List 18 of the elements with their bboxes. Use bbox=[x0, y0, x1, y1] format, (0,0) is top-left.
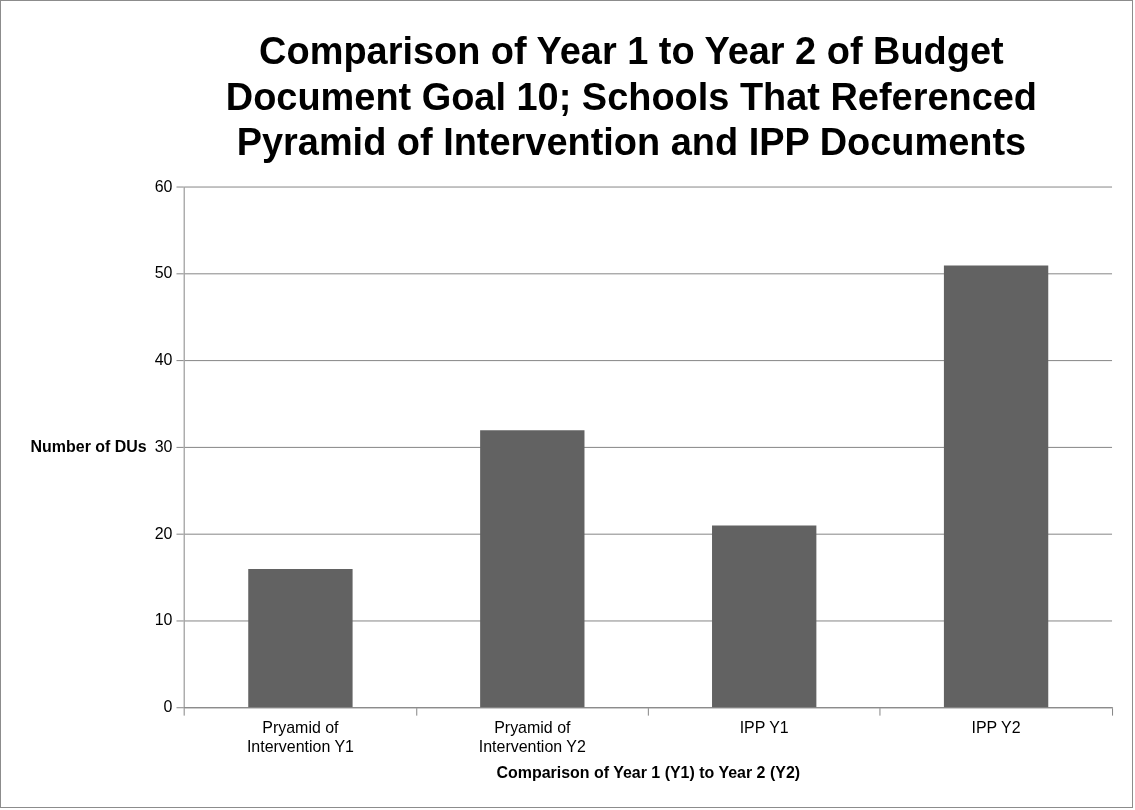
x-tick-label: IPP Y1 bbox=[739, 718, 789, 736]
x-axis-title: Comparison of Year 1 (Y1) to Year 2 (Y2) bbox=[496, 763, 801, 781]
bar bbox=[248, 568, 353, 708]
y-tick-label: 10 bbox=[154, 611, 173, 629]
bar bbox=[480, 430, 585, 708]
y-axis-title: Number of DUs bbox=[30, 437, 147, 455]
x-tick-label: IPP Y2 bbox=[971, 718, 1021, 736]
chart-title: Comparison of Year 1 to Year 2 of Budget Document Goal 10; Schools That Referenced Pyramid of Intervention and IPP Documents bbox=[225, 30, 1038, 164]
y-tick-label: 40 bbox=[154, 351, 173, 369]
x-tick-label: Pryamid of Intervention Y2 bbox=[478, 718, 586, 755]
bar bbox=[943, 265, 1049, 708]
y-tick-label: 0 bbox=[163, 698, 173, 716]
y-tick-label: 60 bbox=[154, 177, 173, 195]
y-tick-label: 20 bbox=[154, 524, 173, 542]
bar bbox=[712, 525, 817, 708]
y-tick-label: 30 bbox=[154, 437, 173, 455]
x-tick-label: Pryamid of Intervention Y1 bbox=[246, 718, 355, 755]
y-tick-label: 50 bbox=[154, 264, 173, 282]
